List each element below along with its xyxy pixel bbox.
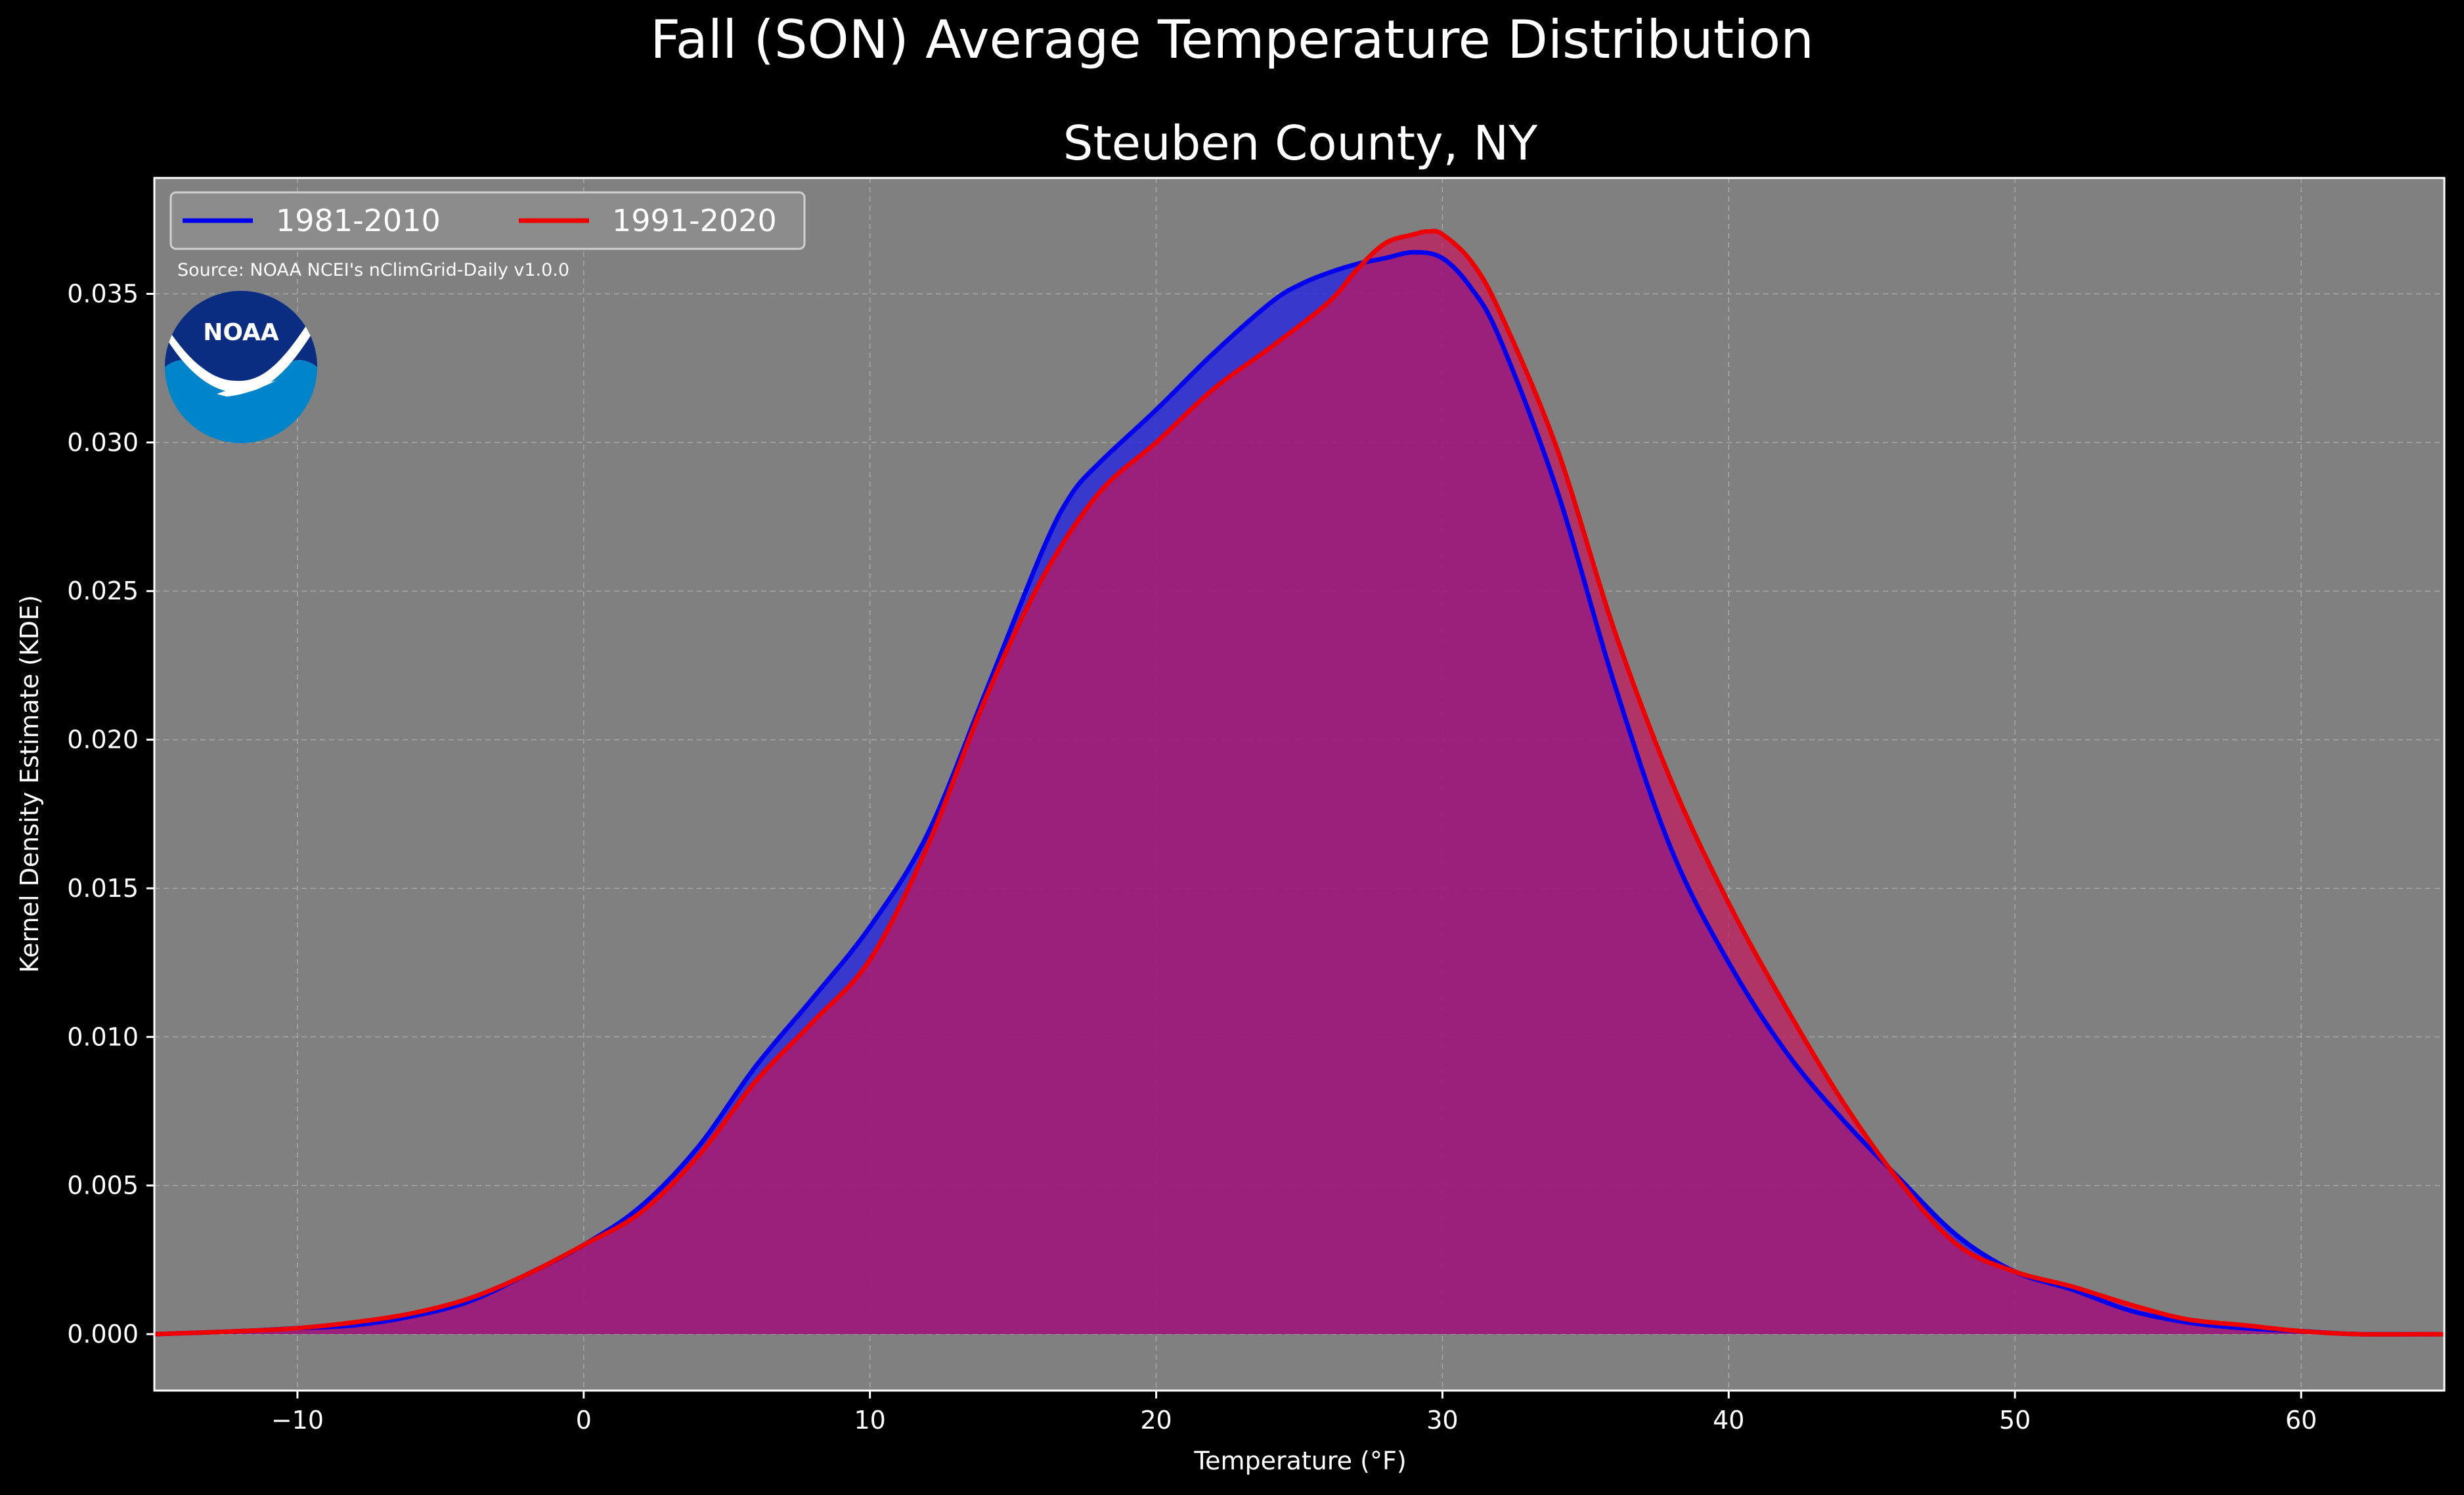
chart-title: Steuben County, NY	[1063, 116, 1538, 171]
y-axis-label: Kernel Density Estimate (KDE)	[15, 595, 44, 973]
legend-label-1991-2020: 1991-2020	[612, 203, 777, 238]
x-axis: −10 0 10 20 30 40 50 60	[271, 1391, 2317, 1435]
y-tick-label: 0.020	[67, 726, 139, 754]
series-fills	[154, 230, 2444, 1335]
x-tick-label: −10	[271, 1406, 324, 1435]
x-tick-label: 30	[1426, 1406, 1458, 1435]
legend: 1981-2010 1991-2020	[169, 191, 806, 250]
series-lines	[154, 228, 2445, 1337]
y-tick-label: 0.030	[67, 428, 139, 457]
legend-box	[169, 191, 806, 250]
y-tick-label: 0.000	[67, 1320, 139, 1349]
y-tick-label: 0.010	[67, 1022, 139, 1051]
series-line-1991-2020	[154, 228, 2445, 1337]
plot-frame	[153, 177, 2446, 1392]
x-tick-label: 50	[1999, 1406, 2031, 1435]
noaa-logo-text: NOAA	[203, 319, 279, 346]
series-line-1981-2010	[154, 249, 2445, 1337]
y-tick-label: 0.005	[67, 1171, 139, 1200]
chart-suptitle: Fall (SON) Average Temperature Distribut…	[650, 9, 1814, 70]
legend-label-1981-2010: 1981-2010	[276, 203, 441, 238]
source-note: Source: NOAA NCEI's nClimGrid-Daily v1.0…	[177, 260, 569, 280]
x-tick-label: 60	[2285, 1406, 2317, 1435]
y-axis: 0.000 0.005 0.010 0.015 0.020 0.025 0.030 0.035	[67, 280, 154, 1349]
x-tick-label: 10	[854, 1406, 886, 1435]
y-tick-label: 0.035	[67, 280, 139, 309]
x-tick-label: 0	[576, 1406, 592, 1435]
x-axis-label: Temperature (°F)	[1193, 1446, 1406, 1475]
x-tick-label: 20	[1140, 1406, 1172, 1435]
y-tick-label: 0.015	[67, 874, 139, 903]
series-fill-1991-2020	[154, 230, 2444, 1335]
y-tick-label: 0.025	[67, 576, 139, 605]
noaa-logo-icon: NOAA	[165, 291, 317, 443]
x-tick-label: 40	[1713, 1406, 1744, 1435]
